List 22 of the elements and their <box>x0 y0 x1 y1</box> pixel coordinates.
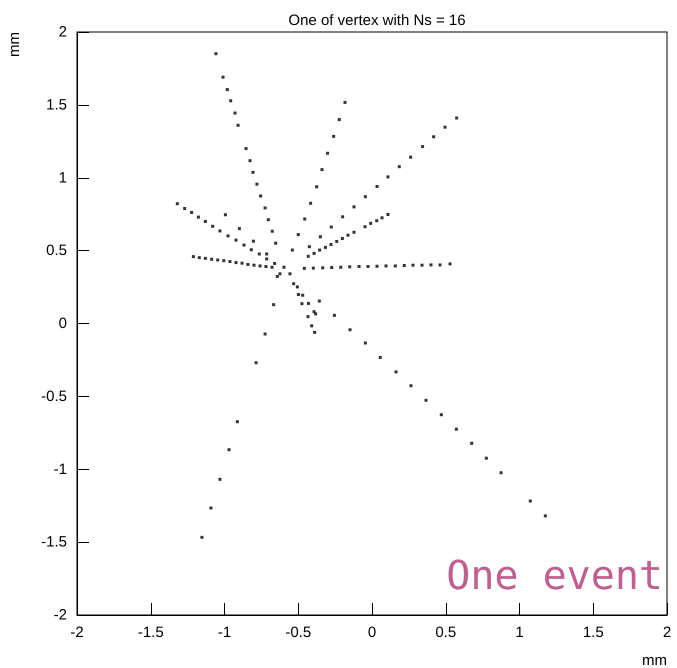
y-axis-title: mm <box>6 32 23 57</box>
x-tick-label: 0.5 <box>435 624 456 641</box>
x-tick-label: 2 <box>662 624 672 641</box>
y-tick-label: -1 <box>54 460 67 478</box>
x-tick-label: 0 <box>368 624 376 641</box>
y-tick-label: 2 <box>58 24 67 40</box>
y-tick-label: -1.5 <box>41 534 67 551</box>
x-tick-label: 1.5 <box>582 624 604 641</box>
y-tick-label: 0 <box>58 315 67 332</box>
y-tick-label: -0.5 <box>41 388 67 405</box>
y-tick-label: -2 <box>54 606 67 624</box>
x-tick-label: -1 <box>218 624 232 641</box>
x-tick-label: 1 <box>515 624 524 641</box>
y-tick-label: 1 <box>58 169 67 186</box>
x-tick-label: -2 <box>70 624 84 641</box>
chart-title: One of vertex with Ns = 16 <box>288 12 466 29</box>
x-axis-title: mm <box>642 652 667 668</box>
annotation: One event <box>446 553 664 599</box>
x-tick-label: -1.5 <box>138 624 164 641</box>
x-tick-label: -0.5 <box>285 624 312 641</box>
y-tick-label: 1.5 <box>46 96 67 114</box>
y-tick-label: 0.5 <box>46 242 67 260</box>
